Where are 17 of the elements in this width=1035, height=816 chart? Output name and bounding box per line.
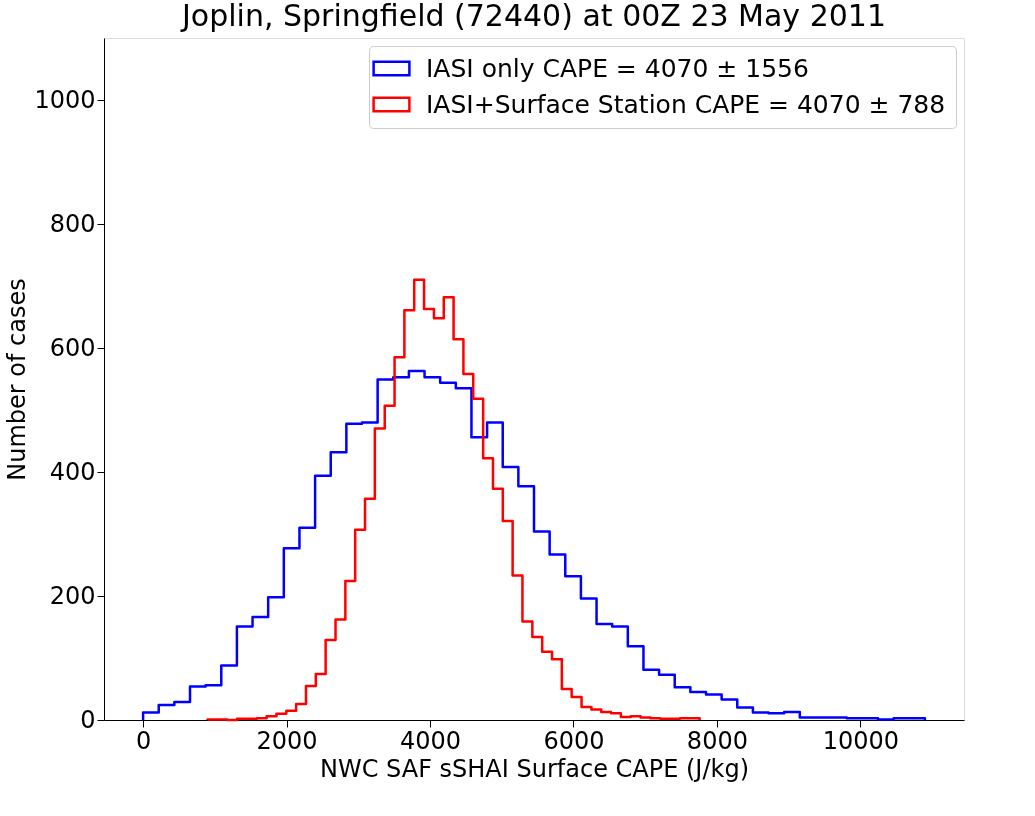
y-tick-label: 0: [80, 705, 96, 734]
chart-title: Joplin, Springfield (72440) at 00Z 23 May 2011: [179, 0, 887, 33]
y-tick-label: 800: [49, 209, 96, 238]
y-tick-label: 600: [49, 333, 96, 362]
x-tick-label: 8000: [686, 726, 748, 755]
y-tick-label: 200: [49, 581, 96, 610]
y-tick-label: 1000: [34, 85, 96, 114]
x-axis-title: NWC SAF sSHAI Surface CAPE (J/kg): [319, 754, 750, 783]
legend-label: IASI+Surface Station CAPE = 4070 ± 788: [426, 89, 946, 119]
x-tick-label: 4000: [399, 726, 462, 755]
y-axis-title: Number of cases: [3, 278, 32, 481]
x-tick-label: 2000: [256, 726, 318, 755]
x-tick-label: 6000: [543, 726, 605, 755]
x-tick-label: 0: [135, 726, 152, 755]
legend-label: IASI only CAPE = 4070 ± 1556: [426, 53, 809, 83]
x-tick-label: 10000: [822, 726, 900, 755]
y-tick-label: 400: [49, 457, 96, 486]
